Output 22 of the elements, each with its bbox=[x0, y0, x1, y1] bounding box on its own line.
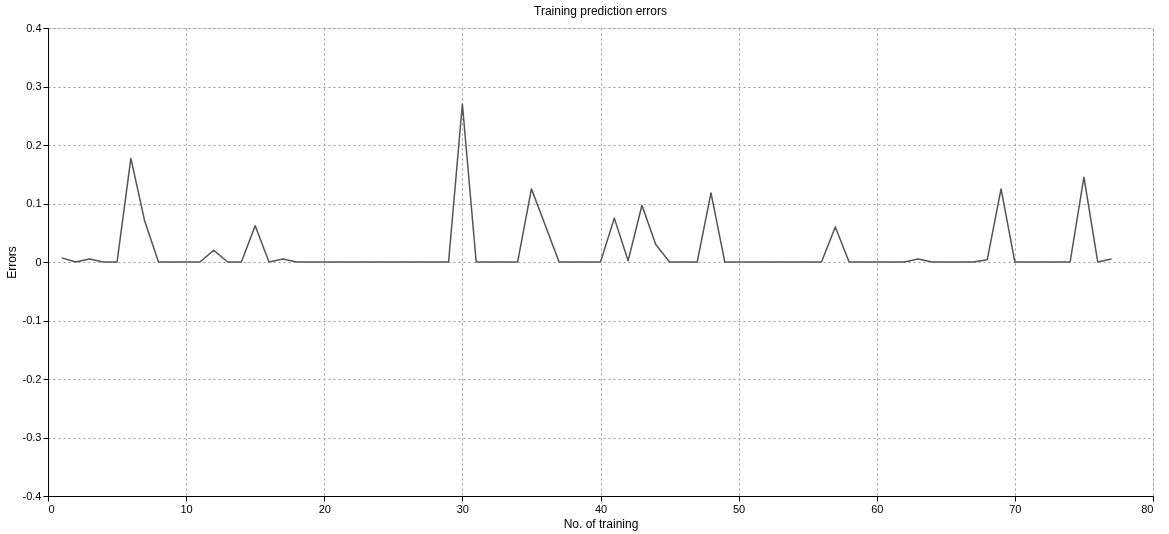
x-tick-label: 30 bbox=[456, 502, 469, 515]
y-tick-label: -0.1 bbox=[22, 314, 42, 326]
y-axis-title: Errors bbox=[4, 246, 19, 279]
x-tick-label: 40 bbox=[594, 502, 608, 515]
y-tick-label: 0 bbox=[35, 255, 42, 268]
y-tick-label: 0.4 bbox=[26, 21, 42, 34]
x-tick-label: 0 bbox=[48, 502, 55, 515]
y-tick-label: -0.3 bbox=[22, 431, 42, 443]
x-tick-label: 80 bbox=[1141, 502, 1154, 515]
y-tick-label: 0.2 bbox=[26, 138, 42, 151]
y-tick-label: -0.4 bbox=[22, 489, 42, 502]
y-tick-label: 0.3 bbox=[26, 80, 42, 92]
line-series bbox=[61, 103, 1113, 263]
x-tick-label: 70 bbox=[1009, 502, 1022, 515]
chart-title: Training prediction errors bbox=[534, 4, 667, 18]
y-tick-label: -0.2 bbox=[22, 372, 42, 385]
x-tick-label: 10 bbox=[180, 502, 193, 515]
x-tick-label: 60 bbox=[871, 502, 884, 515]
x-axis-title: No. of training bbox=[563, 516, 639, 531]
y-tick-label: 0.1 bbox=[26, 197, 42, 209]
x-tick-label: 20 bbox=[318, 502, 331, 515]
x-tick-label: 50 bbox=[733, 502, 746, 515]
